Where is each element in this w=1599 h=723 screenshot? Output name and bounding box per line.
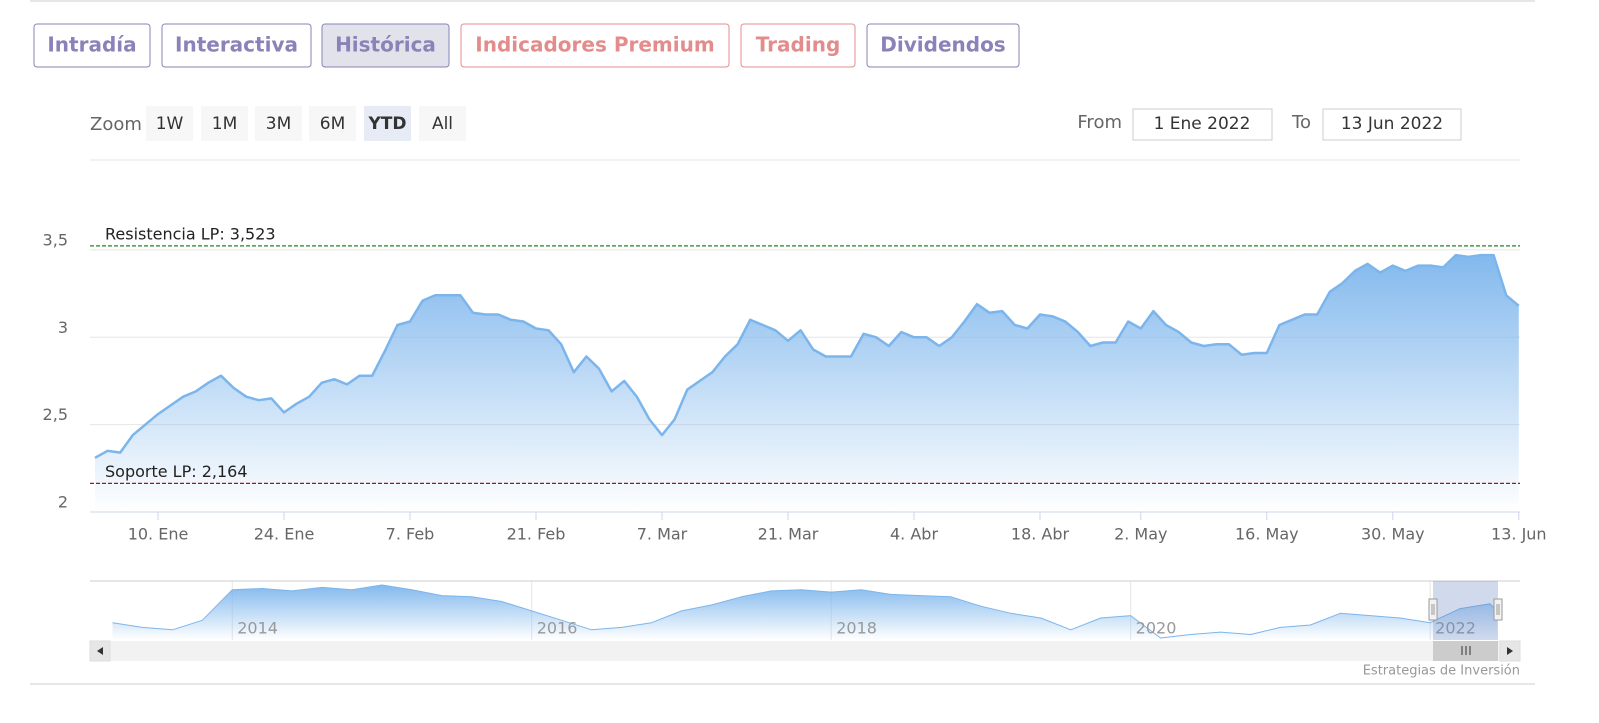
price-line [112, 584, 1498, 639]
zoom-button[interactable] [201, 106, 248, 141]
plot-line-label: Soporte LP: 2,164 [105, 462, 248, 481]
zoom-button-label: 6M [320, 114, 345, 134]
x-tick-label: 2. May [1114, 525, 1167, 544]
y-tick-label: 2 [58, 493, 68, 512]
x-tick-label: 13. Jun [1491, 525, 1547, 544]
zoom-button[interactable] [146, 106, 193, 141]
zoom-button-label: 1M [212, 114, 237, 134]
area-fill [95, 255, 1519, 512]
tab[interactable] [321, 23, 450, 68]
to-label: To [1291, 112, 1311, 133]
navigator-year-label: 2014 [237, 619, 278, 638]
x-tick-label: 30. May [1361, 525, 1425, 544]
tab[interactable] [740, 23, 856, 68]
price-line [94, 253, 1520, 459]
plot-line-label: Resistencia LP: 3,523 [105, 224, 276, 243]
to-input[interactable] [1322, 108, 1462, 141]
y-tick-label: 3 [58, 318, 68, 337]
navigator-year-label: 2018 [836, 619, 877, 638]
navigator-year-label: 2020 [1136, 619, 1177, 638]
tab-label: Intradía [47, 33, 136, 57]
navigator-mask [1433, 581, 1498, 640]
zoom-button-label: 1W [156, 114, 184, 134]
y-tick-label: 2,5 [43, 405, 68, 424]
x-tick-label: 7. Mar [637, 525, 688, 544]
arrow-right [1507, 647, 1513, 655]
navigator-handle[interactable] [1428, 598, 1438, 621]
zoom-button[interactable] [309, 106, 356, 141]
x-tick-label: 21. Mar [758, 525, 819, 544]
zoom-button[interactable] [364, 106, 411, 141]
x-tick-label: 24. Ene [254, 525, 315, 544]
tab[interactable] [460, 23, 730, 68]
area-fill [112, 585, 1498, 640]
tab[interactable] [866, 23, 1020, 68]
tab[interactable] [33, 23, 151, 68]
x-tick-label: 4. Abr [890, 525, 938, 544]
zoom-button-label: All [432, 114, 453, 134]
y-tick-label: 3,5 [43, 230, 68, 249]
navigator-year-label: 2022 [1435, 619, 1476, 638]
zoom-button[interactable] [255, 106, 302, 141]
zoom-button-label: 3M [266, 114, 291, 134]
zoom-label: Zoom [90, 114, 142, 135]
navigator-handle[interactable] [1493, 598, 1503, 621]
tab-label: Interactiva [175, 33, 298, 57]
tab-label: Dividendos [880, 33, 1005, 57]
credits: Estrategias de Inversión [1363, 664, 1520, 679]
tab-label: Indicadores Premium [475, 33, 714, 57]
tab-label: Histórica [335, 33, 436, 57]
scrollbar-track [90, 641, 1520, 661]
tab[interactable] [161, 23, 312, 68]
x-tick-label: 18. Abr [1011, 525, 1070, 544]
x-tick-label: 21. Feb [507, 525, 566, 544]
x-tick-label: 16. May [1235, 525, 1299, 544]
zoom-button[interactable] [419, 106, 466, 141]
x-tick-label: 7. Feb [386, 525, 435, 544]
from-input[interactable] [1132, 108, 1273, 141]
zoom-button-label: YTD [367, 114, 406, 134]
from-value: 1 Ene 2022 [1154, 114, 1251, 134]
tab-label: Trading [756, 33, 841, 57]
navigator-year-label: 2016 [537, 619, 578, 638]
from-label: From [1077, 112, 1122, 133]
to-value: 13 Jun 2022 [1341, 114, 1443, 134]
x-tick-label: 10. Ene [128, 525, 189, 544]
arrow-left [97, 647, 103, 655]
